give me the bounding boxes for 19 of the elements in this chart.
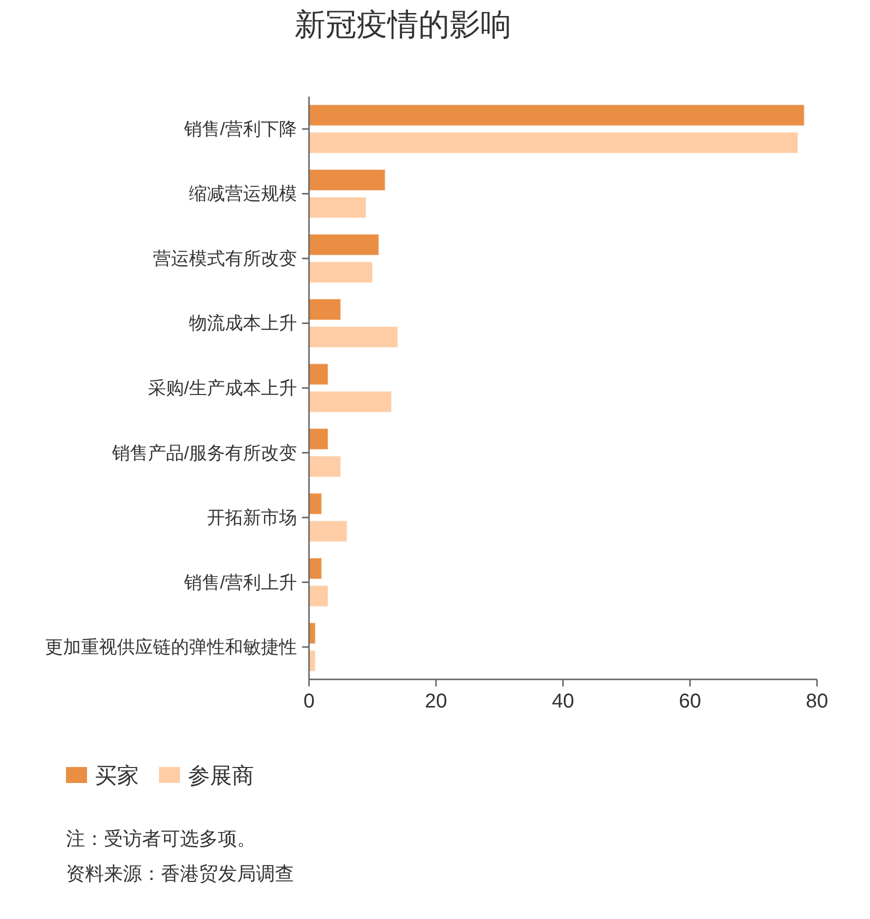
legend-label: 买家 <box>95 763 139 788</box>
annotation: 资料来源：香港贸发局调查 <box>66 864 294 885</box>
x-tick-label: 0 <box>303 690 315 712</box>
x-tick-label: 80 <box>806 690 828 712</box>
annotation: 注：受访者可选多项。 <box>66 829 256 850</box>
y-tick-label: 物流成本上升 <box>189 313 297 334</box>
y-tick-label: 更加重视供应链的弹性和敏捷性 <box>45 637 297 658</box>
x-tick-label: 60 <box>678 690 702 712</box>
y-tick-label: 采购/生产成本上升 <box>148 378 297 398</box>
y-tick-label: 开拓新市场 <box>207 508 297 528</box>
y-tick-label: 缩减营运规模 <box>189 184 297 204</box>
y-tick-label: 销售/营利上升 <box>182 572 297 592</box>
legend-label: 参展商 <box>188 763 254 788</box>
y-tick-label: 销售产品/服务有所改变 <box>110 442 297 463</box>
x-tick-label: 40 <box>552 690 574 712</box>
title: 新冠疫情的影响 <box>294 7 512 42</box>
y-tick-label: 销售/营利下降 <box>182 118 297 139</box>
y-tick-label: 营运模式有所改变 <box>153 248 297 268</box>
x-tick-label: 20 <box>424 690 448 712</box>
